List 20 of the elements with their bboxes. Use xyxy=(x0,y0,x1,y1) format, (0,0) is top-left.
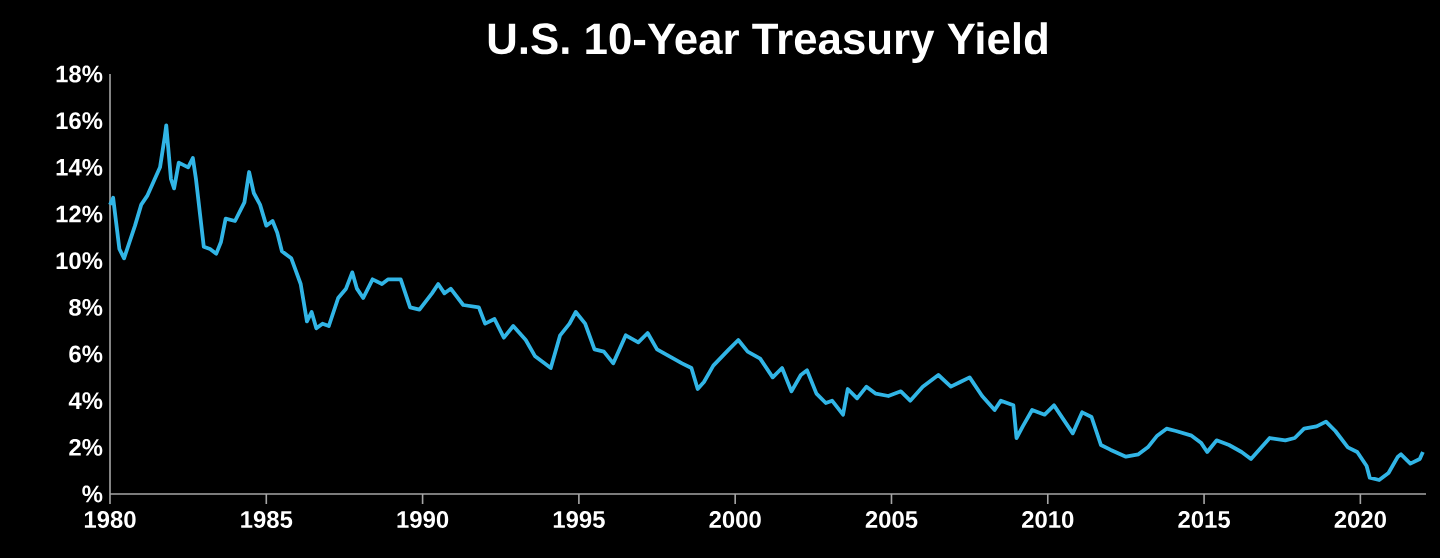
y-tick-label: 4% xyxy=(68,392,103,410)
y-tick-label: % xyxy=(82,485,103,503)
x-tick-label: 1985 xyxy=(241,511,293,528)
x-tick-label: 1990 xyxy=(397,511,449,528)
y-tick-label: 10% xyxy=(56,252,103,270)
y-tick-label: 16% xyxy=(56,112,103,130)
y-tick-label: 6% xyxy=(69,345,103,363)
chart-title: U.S. 10-Year Treasury Yield xyxy=(488,22,1047,63)
x-tick-label: 2020 xyxy=(1334,511,1386,528)
x-tick-label: 2015 xyxy=(1178,511,1230,528)
y-tick-label: 2% xyxy=(69,438,103,456)
x-tick-label: 1980 xyxy=(84,511,136,528)
x-tick-label: 1995 xyxy=(553,511,605,528)
x-tick-label: 2000 xyxy=(709,511,761,528)
y-tick-label: 8% xyxy=(69,298,103,316)
y-tick-label: 18% xyxy=(56,65,103,83)
y-tick-label: 14% xyxy=(56,158,103,176)
x-tick-label: 2010 xyxy=(1022,511,1074,528)
x-tick-label: 2005 xyxy=(865,511,918,528)
y-tick-label: 12% xyxy=(56,205,103,223)
